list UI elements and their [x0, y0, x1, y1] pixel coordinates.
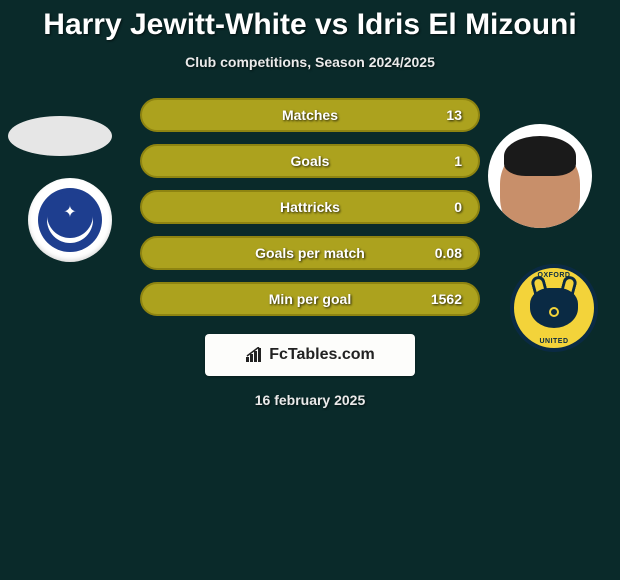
stat-row: Goals per match0.08: [140, 236, 480, 270]
stat-value-right: 1562: [431, 291, 462, 307]
stat-row: Hattricks0: [140, 190, 480, 224]
stat-label: Goals per match: [142, 245, 478, 261]
player2-face: [500, 148, 580, 228]
stat-row: Matches13: [140, 98, 480, 132]
stat-value-right: 13: [432, 107, 462, 123]
stat-row: Min per goal1562: [140, 282, 480, 316]
stat-value-right: 1: [432, 153, 462, 169]
stat-value-right: 0.08: [432, 245, 462, 261]
player1-avatar: [8, 116, 112, 156]
player2-avatar: [488, 124, 592, 228]
stat-value-right: 0: [432, 199, 462, 215]
chart-icon: [245, 347, 265, 363]
portsmouth-crest: ✦: [38, 188, 102, 252]
stat-label: Goals: [142, 153, 478, 169]
page-title: Harry Jewitt-White vs Idris El Mizouni: [0, 0, 620, 42]
oxford-crest: OXFORD UNITED: [510, 264, 598, 352]
subtitle: Club competitions, Season 2024/2025: [0, 54, 620, 70]
stat-label: Matches: [142, 107, 478, 123]
watermark: FcTables.com: [205, 334, 415, 376]
stat-row: Goals1: [140, 144, 480, 178]
player2-club-badge: OXFORD UNITED: [506, 260, 602, 356]
player1-club-badge: ✦: [28, 178, 112, 262]
watermark-label: FcTables.com: [269, 346, 375, 364]
date-label: 16 february 2025: [0, 392, 620, 408]
stat-label: Hattricks: [142, 199, 478, 215]
stats-list: Matches13 Goals1 Hattricks0 Goals per match…: [140, 98, 480, 316]
stat-label: Min per goal: [142, 291, 478, 307]
